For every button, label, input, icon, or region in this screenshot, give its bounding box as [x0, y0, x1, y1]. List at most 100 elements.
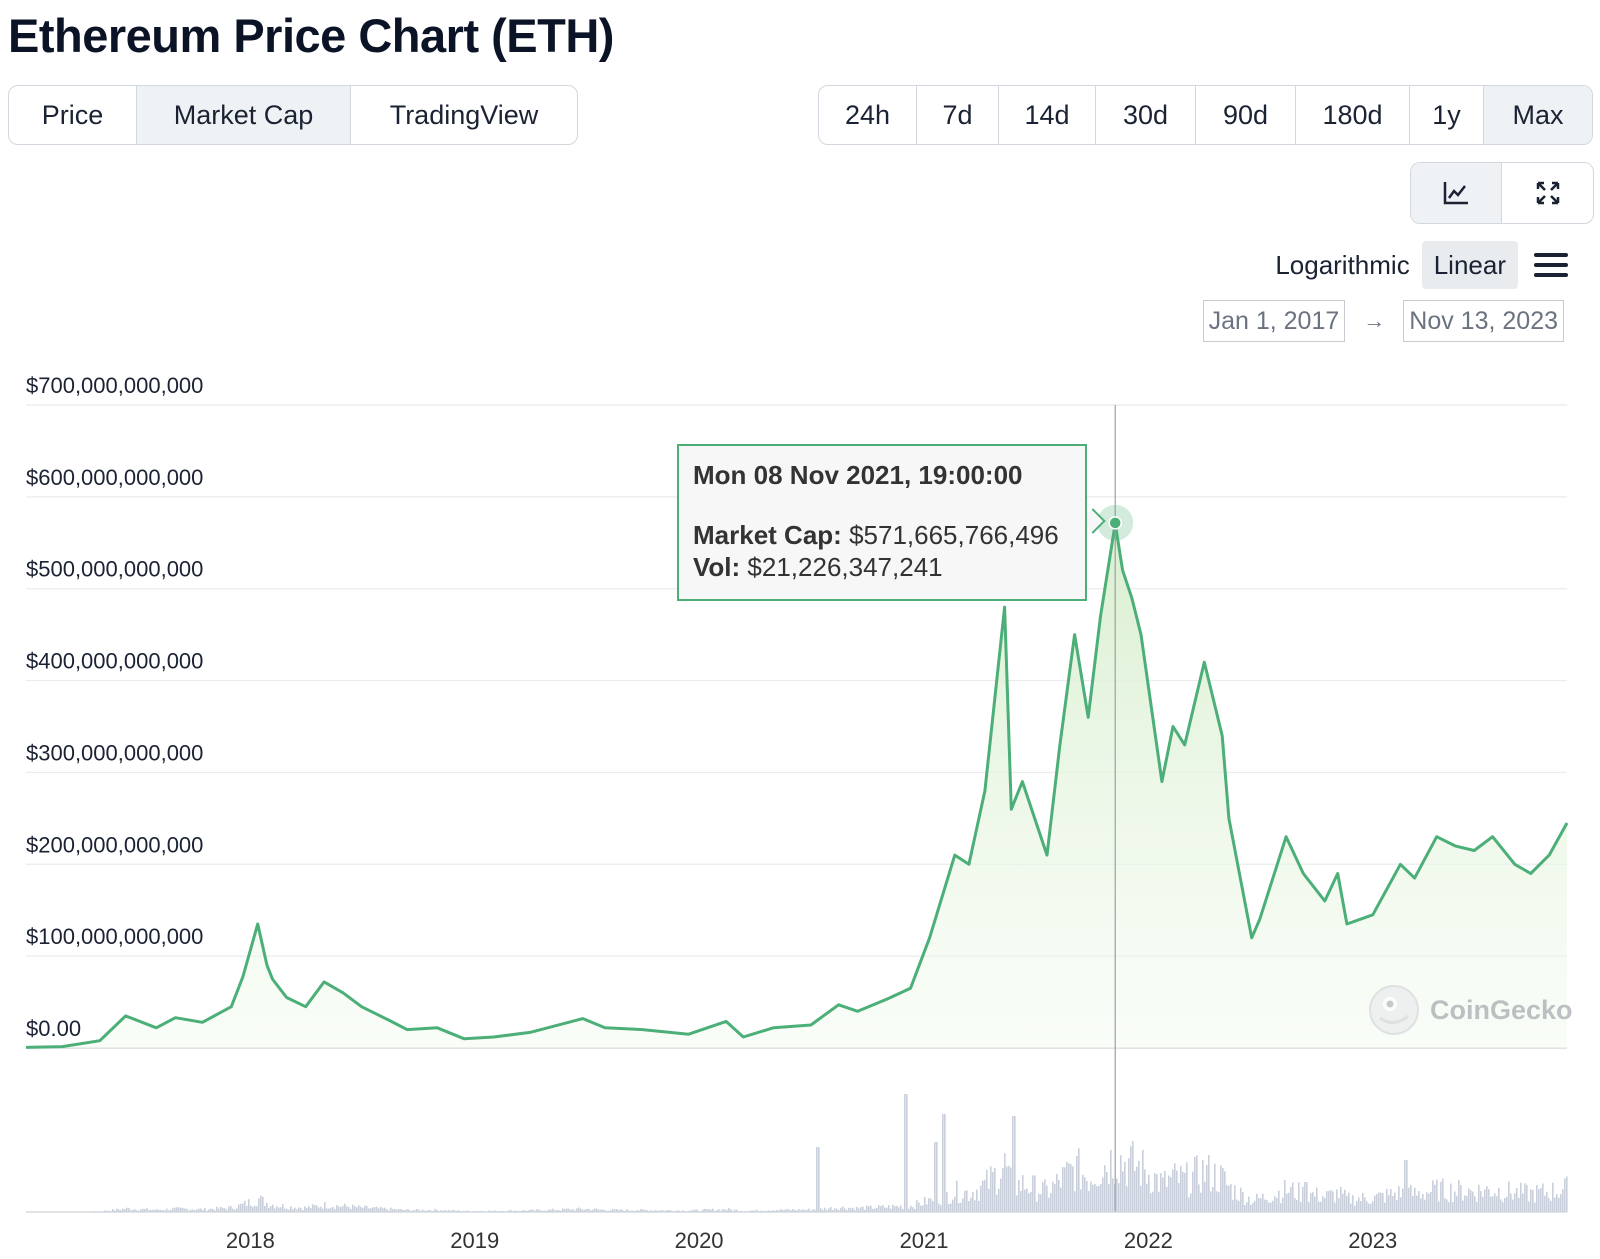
tooltip-market-cap-label: Market Cap:	[693, 520, 842, 550]
volume-bar	[1428, 1193, 1430, 1212]
volume-bar	[448, 1209, 450, 1212]
volume-bar	[1364, 1197, 1366, 1212]
volume-bar	[572, 1208, 574, 1212]
volume-bar	[380, 1206, 382, 1212]
volume-bar	[1472, 1191, 1474, 1212]
volume-bar	[264, 1205, 266, 1212]
volume-bar	[252, 1206, 254, 1212]
volume-bar	[604, 1210, 606, 1212]
volume-bar	[174, 1207, 176, 1212]
volume-bar	[424, 1210, 426, 1212]
volume-bar	[1136, 1166, 1138, 1212]
volume-bar	[1030, 1191, 1032, 1212]
volume-bar	[582, 1209, 584, 1212]
volume-bar	[382, 1208, 384, 1212]
volume-bar	[752, 1210, 754, 1212]
volume-bar	[736, 1209, 738, 1212]
range-30d[interactable]: 30d	[1096, 86, 1196, 144]
volume-bar	[1376, 1194, 1378, 1212]
volume-bar	[204, 1207, 206, 1212]
volume-bar	[898, 1207, 900, 1212]
volume-bar	[244, 1200, 246, 1212]
volume-bar	[1096, 1186, 1098, 1212]
volume-bar	[268, 1207, 270, 1212]
fullscreen-button[interactable]	[1502, 163, 1593, 223]
start-date-input[interactable]: Jan 1, 2017	[1202, 300, 1346, 342]
volume-bar	[728, 1208, 730, 1212]
tab-price[interactable]: Price	[9, 86, 137, 144]
volume-bar	[858, 1208, 860, 1212]
volume-bar	[848, 1207, 850, 1212]
volume-bar	[1104, 1165, 1106, 1212]
volume-bar	[924, 1196, 926, 1212]
volume-bar	[134, 1209, 136, 1212]
volume-bar	[1054, 1183, 1056, 1212]
volume-bar	[366, 1206, 368, 1212]
menu-icon[interactable]	[1534, 251, 1568, 279]
volume-bar	[236, 1208, 238, 1212]
volume-bar	[426, 1210, 428, 1212]
volume-bar	[1046, 1185, 1048, 1212]
volume-bar	[1232, 1199, 1234, 1212]
volume-bar	[534, 1210, 536, 1212]
volume-bar	[454, 1210, 456, 1212]
volume-bar	[568, 1208, 570, 1212]
volume-bar	[574, 1210, 576, 1212]
volume-bar	[156, 1209, 158, 1212]
range-14d[interactable]: 14d	[999, 86, 1096, 144]
tab-market-cap[interactable]: Market Cap	[137, 86, 351, 144]
volume-bar	[136, 1210, 138, 1212]
y-tick-label: $100,000,000,000	[26, 924, 203, 949]
volume-bar	[940, 1205, 942, 1212]
volume-bar	[1380, 1192, 1382, 1212]
volume-bar	[566, 1208, 568, 1212]
tab-tradingview[interactable]: TradingView	[389, 99, 539, 130]
range-180d[interactable]: 180d	[1296, 86, 1410, 144]
volume-bar	[242, 1203, 244, 1212]
volume-bar	[1238, 1200, 1240, 1212]
volume-bar	[1130, 1146, 1132, 1212]
volume-bar	[1348, 1192, 1350, 1212]
end-date-input[interactable]: Nov 13, 2023	[1403, 300, 1564, 342]
range-1y[interactable]: 1y	[1410, 86, 1484, 144]
volume-bar	[1300, 1201, 1302, 1212]
volume-bar	[1456, 1195, 1458, 1212]
volume-bar	[1410, 1185, 1412, 1212]
volume-bar	[1164, 1170, 1166, 1212]
linear-option[interactable]: Linear	[1421, 241, 1518, 289]
volume-bar	[1346, 1195, 1348, 1212]
volume-bar	[768, 1210, 770, 1212]
volume-bar	[352, 1204, 354, 1212]
volume-bar	[408, 1209, 410, 1212]
range-24h[interactable]: 24h	[819, 86, 917, 144]
logarithmic-option[interactable]: Logarithmic	[1275, 249, 1410, 280]
volume-bar	[590, 1210, 592, 1212]
volume-bar	[580, 1208, 582, 1212]
volume-bar	[1358, 1197, 1360, 1212]
volume-bar	[250, 1205, 252, 1212]
range-max[interactable]: Max	[1484, 86, 1592, 144]
volume-bar	[950, 1203, 952, 1212]
volume-bar	[412, 1210, 414, 1212]
volume-bar	[842, 1206, 844, 1212]
volume-bar	[1228, 1185, 1230, 1212]
volume-bar	[338, 1206, 340, 1212]
volume-bar	[246, 1206, 248, 1212]
range-7d[interactable]: 7d	[917, 86, 999, 144]
volume-bar	[882, 1205, 884, 1212]
volume-bar	[538, 1209, 540, 1212]
volume-bar	[802, 1209, 804, 1212]
volume-bar	[1478, 1184, 1480, 1212]
volume-bar	[560, 1210, 562, 1212]
volume-bar	[968, 1200, 970, 1212]
volume-bar	[1552, 1182, 1554, 1212]
volume-bar	[1264, 1199, 1266, 1212]
volume-bar	[230, 1205, 232, 1212]
volume-bar	[218, 1208, 220, 1212]
line-chart-button[interactable]	[1411, 163, 1502, 223]
range-90d[interactable]: 90d	[1196, 86, 1296, 144]
volume-bar	[266, 1202, 268, 1212]
volume-bar	[372, 1207, 374, 1212]
volume-bar	[934, 1142, 936, 1212]
